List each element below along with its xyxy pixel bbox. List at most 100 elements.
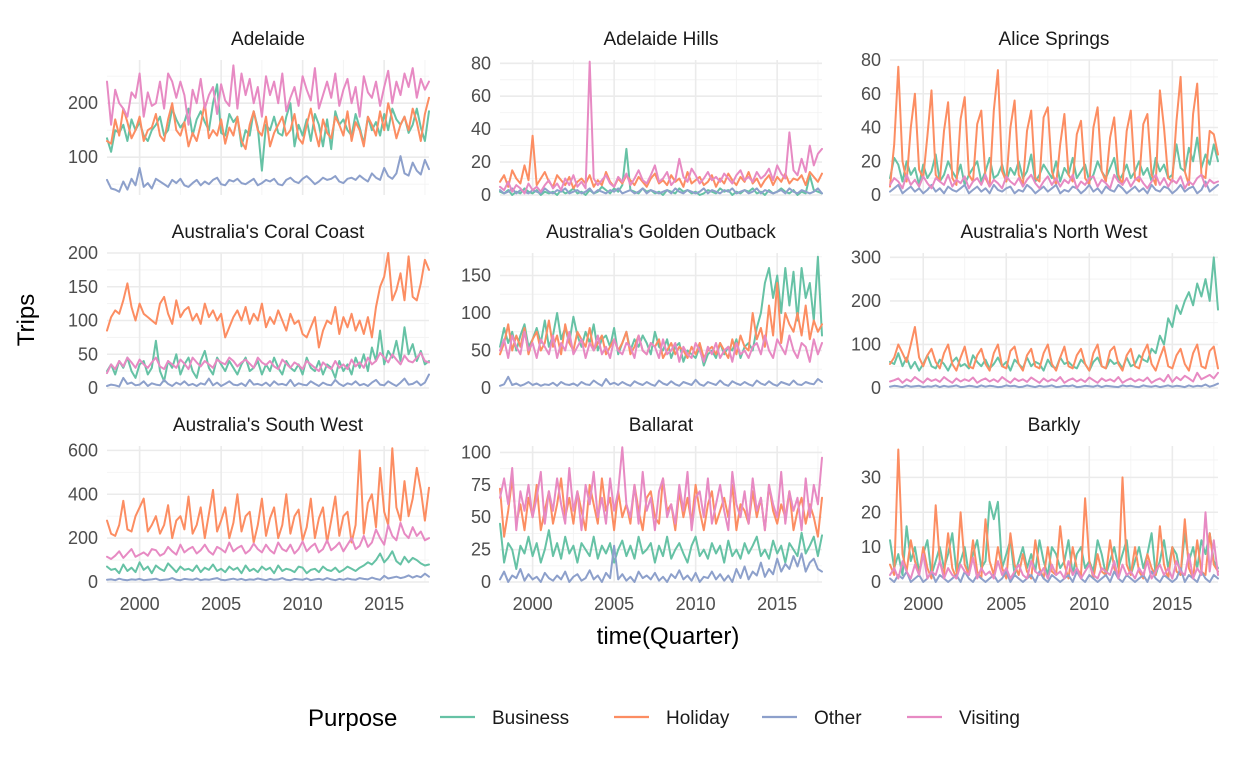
y-tick-label: 0 — [88, 378, 98, 398]
y-tick-label: 75 — [471, 475, 491, 495]
y-tick-label: 0 — [871, 378, 881, 398]
panel-title: Australia's North West — [960, 222, 1148, 243]
y-axis-title: Trips — [13, 294, 40, 346]
series-line-visiting — [889, 511, 1219, 580]
series-line-other — [106, 155, 430, 193]
y-tick-label: 200 — [851, 291, 881, 311]
panel-title: Barkly — [1028, 415, 1081, 436]
series-line-holiday — [106, 96, 430, 151]
x-tick-label: 2000 — [120, 594, 160, 614]
series-line-visiting — [106, 351, 430, 375]
series-line-visiting — [499, 330, 823, 363]
x-tick-label: 2005 — [986, 594, 1026, 614]
x-tick-label: 2000 — [903, 594, 943, 614]
panel-australia-s-north-west: Australia's North West 0 100 200 300 — [851, 222, 1219, 398]
legend-label: Visiting — [959, 708, 1020, 729]
y-tick-label: 400 — [68, 484, 98, 504]
y-tick-label: 40 — [861, 118, 881, 138]
x-tick-label: 2005 — [201, 594, 241, 614]
series-line-holiday — [499, 134, 823, 190]
y-tick-label: 60 — [861, 84, 881, 104]
series-line-business — [889, 256, 1219, 372]
x-axis-title: time(Quarter) — [597, 623, 740, 650]
panel-title: Australia's Golden Outback — [546, 222, 776, 243]
y-tick-label: 200 — [68, 93, 98, 113]
panel-barkly: Barkly 0 10 20 30 2000 2005 2010 2015 — [861, 415, 1219, 614]
x-tick-label: 2015 — [1152, 594, 1192, 614]
x-tick-label: 2000 — [513, 594, 553, 614]
y-tick-label: 100 — [68, 147, 98, 167]
series-line-business — [889, 136, 1219, 186]
series-line-other — [499, 187, 823, 195]
series-line-other — [499, 375, 823, 387]
legend-entry-holiday: Holiday — [614, 708, 730, 729]
panel-title: Adelaide Hills — [603, 29, 718, 50]
legend-label: Business — [492, 708, 569, 729]
series-line-other — [499, 544, 823, 583]
panel-australia-s-golden-outback: Australia's Golden Outback 0 50 100 150 — [461, 222, 823, 398]
series-line-visiting — [889, 371, 1219, 384]
y-tick-label: 50 — [471, 507, 491, 527]
y-tick-label: 0 — [481, 378, 491, 398]
x-tick-label: 2010 — [676, 594, 716, 614]
y-tick-label: 25 — [471, 540, 491, 560]
series-line-holiday — [106, 252, 430, 349]
legend: Purpose Business Holiday Other Visiting — [308, 705, 1020, 732]
y-tick-label: 30 — [861, 467, 881, 487]
series-line-visiting — [106, 64, 430, 126]
y-tick-label: 100 — [461, 442, 491, 462]
y-tick-label: 150 — [461, 266, 491, 286]
y-tick-label: 200 — [68, 243, 98, 263]
series-line-business — [499, 522, 823, 570]
y-tick-label: 100 — [68, 311, 98, 331]
panel-adelaide-hills: Adelaide Hills 0 20 40 60 80 — [471, 29, 823, 205]
legend-entries: Business Holiday Other Visiting — [440, 708, 1020, 729]
y-tick-label: 80 — [471, 53, 491, 73]
series-line-other — [106, 572, 430, 582]
x-tick-label: 2010 — [1069, 594, 1109, 614]
legend-title: Purpose — [308, 705, 397, 732]
panel-title: Alice Springs — [999, 29, 1110, 50]
legend-label: Other — [814, 708, 862, 729]
y-tick-label: 600 — [68, 440, 98, 460]
y-tick-label: 0 — [88, 572, 98, 592]
legend-label: Holiday — [666, 708, 730, 729]
y-tick-label: 20 — [861, 151, 881, 171]
series-line-other — [889, 382, 1219, 389]
panel-title: Adelaide — [231, 29, 305, 50]
series-line-visiting — [499, 60, 823, 195]
panel-australia-s-coral-coast: Australia's Coral Coast 0 50 100 150 200 — [68, 222, 430, 398]
legend-entry-other: Other — [762, 708, 862, 729]
y-tick-label: 50 — [78, 344, 98, 364]
series-line-business — [106, 326, 430, 383]
x-tick-label: 2010 — [283, 594, 323, 614]
panel-title: Ballarat — [629, 415, 694, 436]
y-tick-label: 20 — [471, 152, 491, 172]
legend-entry-visiting: Visiting — [907, 708, 1020, 729]
y-tick-label: 200 — [68, 528, 98, 548]
y-tick-label: 80 — [861, 50, 881, 70]
y-tick-label: 40 — [471, 119, 491, 139]
y-tick-label: 0 — [871, 185, 881, 205]
panel-ballarat: Ballarat 0 25 50 75 100 2000 2005 2010 2015 — [461, 415, 823, 614]
series-line-visiting — [889, 173, 1219, 190]
legend-entry-business: Business — [440, 708, 569, 729]
series-line-business — [106, 550, 430, 575]
y-tick-label: 100 — [461, 303, 491, 323]
series-line-other — [106, 373, 430, 388]
y-tick-label: 60 — [471, 86, 491, 106]
panel-title: Australia's Coral Coast — [172, 222, 365, 243]
panel-title: Australia's South West — [173, 415, 364, 436]
y-tick-label: 20 — [861, 502, 881, 522]
series-line-holiday — [106, 447, 430, 544]
y-tick-label: 0 — [481, 185, 491, 205]
panel-adelaide: Adelaide 100 200 — [68, 29, 430, 195]
y-tick-label: 0 — [871, 572, 881, 592]
series-line-visiting — [499, 446, 823, 532]
series-line-business — [499, 147, 823, 196]
series-line-holiday — [889, 448, 1219, 580]
x-tick-label: 2015 — [757, 594, 797, 614]
series-line-visiting — [106, 521, 430, 560]
y-tick-label: 150 — [68, 277, 98, 297]
